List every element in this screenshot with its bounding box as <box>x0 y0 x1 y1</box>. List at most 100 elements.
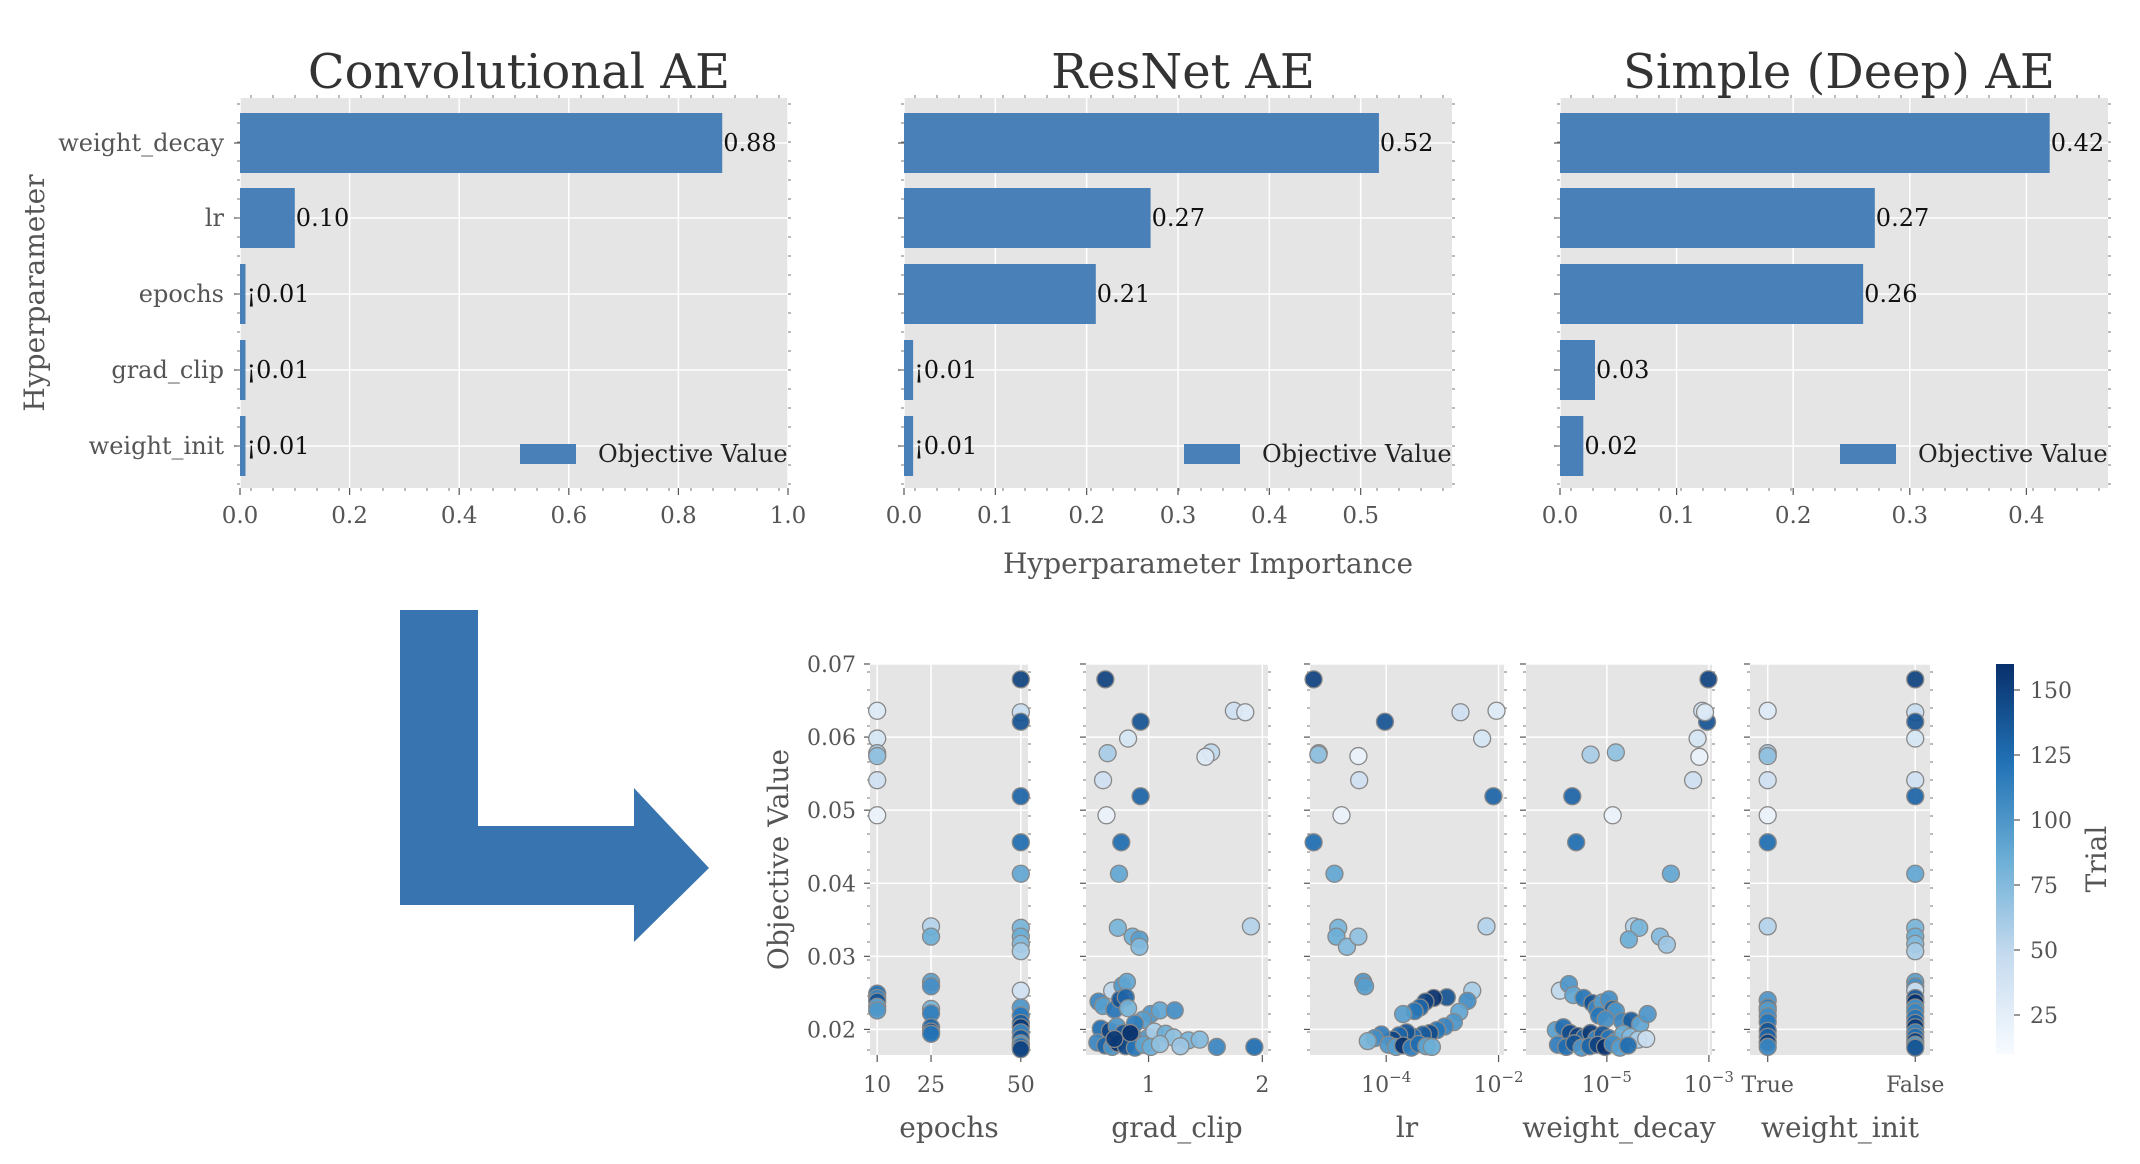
bar-weight_init <box>904 416 914 476</box>
scatter-point <box>1477 917 1496 936</box>
scatter-point <box>1332 806 1351 825</box>
scatter-point <box>1349 927 1368 946</box>
importance-chart-3: 0.0 0.1 0.2 0.3 0.4 0.42 0.27 0.26 0.03 0.02 Simpl… <box>1542 44 2111 529</box>
x-tick-label: True <box>1742 1073 1794 1098</box>
x-tick-label: 1 <box>1142 1073 1156 1098</box>
x-tick-label: 0.1 <box>1658 503 1695 529</box>
scatter-point <box>1011 864 1030 883</box>
x-tick-label: 0.0 <box>886 503 923 529</box>
bar-epochs <box>1560 264 1864 324</box>
category-label: weight_init <box>89 432 225 460</box>
scatter-point <box>1393 1004 1413 1024</box>
chart-title: Simple (Deep) AE <box>1623 44 2055 100</box>
chart-title: Convolutional AE <box>308 44 730 100</box>
x-tick-label: 10−3 <box>1684 1068 1734 1098</box>
y-tick-label: 0.03 <box>807 945 856 970</box>
scatter-point <box>1758 917 1777 936</box>
scatter-point <box>1606 743 1625 762</box>
category-label: weight_decay <box>58 129 224 157</box>
scatter-point <box>1906 670 1925 689</box>
scatter-point <box>1657 935 1677 954</box>
scatter-point <box>1758 1037 1777 1057</box>
x-tick-label: 2 <box>1255 1073 1269 1098</box>
scatter-point <box>1207 1037 1226 1057</box>
scatter-point <box>1011 1040 1030 1059</box>
scatter-point <box>1325 864 1344 883</box>
x-tick-label: 10−2 <box>1473 1068 1523 1098</box>
bar-value-label: 0.03 <box>1596 356 1649 384</box>
x-tick-label: 0.1 <box>977 503 1014 529</box>
bar-grad_clip <box>1560 340 1595 400</box>
scatter-point <box>1112 833 1131 852</box>
x-tick-base: 10 <box>1361 1073 1389 1098</box>
x-tick-label: 0.5 <box>1342 503 1379 529</box>
x-tick-label: 0.2 <box>1068 503 1105 529</box>
x-tick-label: 10 <box>863 1073 891 1098</box>
scatter-point <box>921 927 941 946</box>
colorbar-tick-label: 150 <box>2030 679 2072 704</box>
scatter-point <box>1108 918 1127 937</box>
scatter-point <box>1011 942 1030 961</box>
scatter-point <box>1350 771 1369 790</box>
scatter-point <box>1619 930 1639 949</box>
scatter-point <box>1131 712 1150 731</box>
scatter-point <box>921 977 941 996</box>
scatter-point <box>868 746 887 766</box>
scatter-point <box>868 771 887 790</box>
scatter-point <box>1581 745 1600 764</box>
bar-weight_init <box>1560 416 1584 476</box>
x-axis-label: lr <box>1396 1111 1419 1144</box>
scatter-point <box>1487 701 1506 720</box>
bar-grad_clip <box>240 340 246 400</box>
scatter-point <box>1630 918 1649 937</box>
legend-label: Objective Value <box>1918 440 2108 468</box>
bar-value-label: ¡0.01 <box>914 356 977 384</box>
bar-weight_decay <box>1560 113 2050 173</box>
colorbar-gradient <box>1996 664 2014 1054</box>
scatter-point <box>1131 787 1150 806</box>
colorbar-tick-label: 100 <box>2030 809 2072 834</box>
scatter-point <box>1190 1030 1209 1049</box>
scatter-point <box>1638 1004 1657 1024</box>
x-tick-label: 0.6 <box>551 503 588 529</box>
scatter-point <box>1241 917 1261 936</box>
scatter-point <box>1011 787 1030 806</box>
y-tick-label: 0.07 <box>807 653 856 678</box>
scatter-point <box>1451 703 1470 722</box>
bar-value-label: ¡0.01 <box>246 356 309 384</box>
x-axis-label: grad_clip <box>1111 1111 1242 1144</box>
x-tick-base: 10 <box>1473 1073 1501 1098</box>
scatter-point <box>1906 942 1925 961</box>
scatter-point <box>1906 787 1925 806</box>
scatter-point <box>1098 744 1117 763</box>
x-tick-label: 50 <box>1007 1073 1035 1098</box>
scatter-point <box>1566 833 1586 852</box>
arrow-layer <box>400 610 709 942</box>
colorbar-tick-label: 50 <box>2030 939 2058 964</box>
scatter-point <box>1690 747 1709 766</box>
x-axis-label: Hyperparameter Importance <box>1003 547 1413 580</box>
x-tick-exponent: −2 <box>1501 1068 1523 1086</box>
scatter-point <box>1171 1037 1190 1056</box>
y-tick-label: 0.02 <box>807 1018 856 1043</box>
scatter-point <box>1337 937 1357 956</box>
scatter-point <box>1196 747 1215 766</box>
x-tick-label: 0.2 <box>331 503 368 529</box>
bar-value-label: ¡0.01 <box>246 280 309 308</box>
x-tick-label: 0.0 <box>1542 503 1579 529</box>
bar-value-label: 0.27 <box>1152 204 1205 232</box>
scatter-point <box>1906 771 1925 790</box>
x-axis-label: weight_decay <box>1522 1111 1716 1144</box>
scatter-point <box>1105 1029 1124 1049</box>
scatter-point <box>1150 1034 1170 1054</box>
x-tick-label: 25 <box>917 1073 945 1098</box>
x-tick-label: False <box>1886 1073 1944 1098</box>
x-tick-label: 0.4 <box>1251 503 1288 529</box>
scatter-point <box>1093 771 1113 790</box>
scatter-point <box>1472 729 1492 748</box>
bar-value-label: 0.88 <box>723 129 776 157</box>
scatter-point <box>1563 787 1582 806</box>
y-axis-label: Hyperparameter <box>18 174 51 412</box>
x-axis-label: weight_init <box>1761 1111 1920 1144</box>
importance-chart-2: 0.0 0.1 0.2 0.3 0.4 0.5 0.52 0.27 0.21 ¡0.01 ¡0.01… <box>886 44 1455 580</box>
